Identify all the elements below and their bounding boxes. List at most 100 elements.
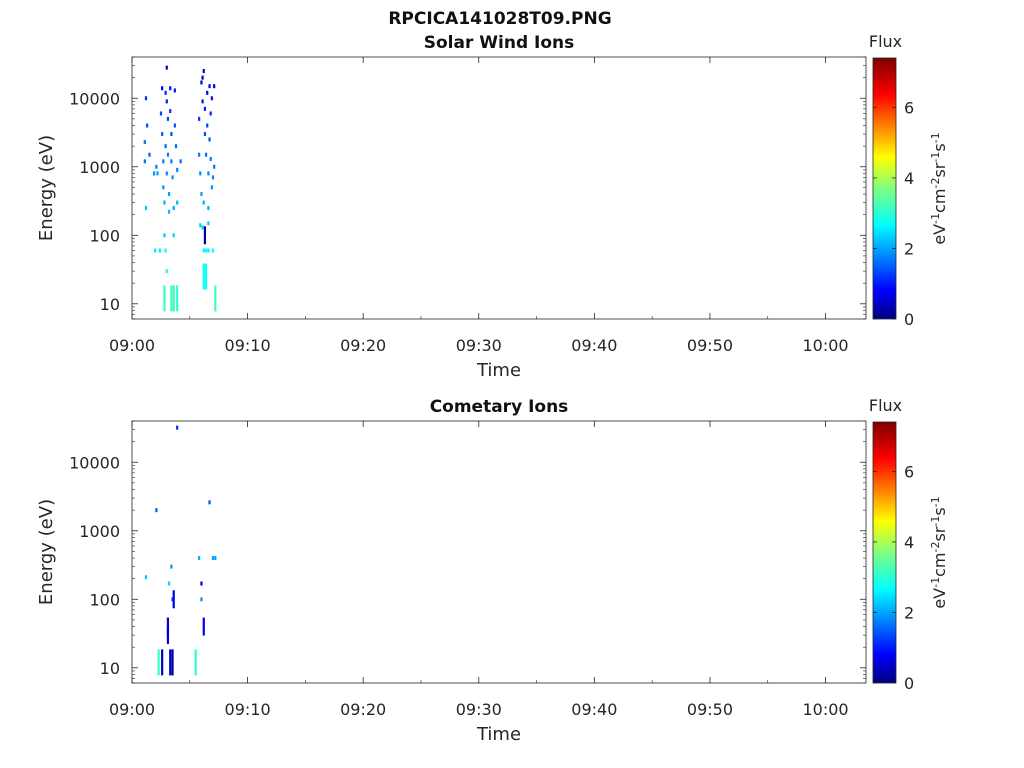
heatmap-cell [202,617,205,636]
heatmap-cell [203,132,207,137]
heatmap-cell [210,96,213,101]
heatmap-cell [199,223,202,228]
colorbar-tick-label: 4 [904,533,914,552]
heatmap-cell [203,106,207,111]
heatmap-cell [155,508,158,513]
heatmap-cells [143,65,217,312]
x-tick-label: 10:00 [802,336,848,355]
heatmap-cell [211,248,215,253]
colorbar-unit-part: cm [930,553,949,577]
heatmap-cell [172,206,175,211]
colorbar-tick-label: 0 [904,674,914,693]
x-tick-label: 09:00 [109,336,155,355]
heatmap-cell [200,581,203,586]
x-tick-label: 09:30 [456,700,502,719]
plot-frame [131,420,867,684]
colorbar-unit-part: eV [930,224,949,245]
heatmap-cell [214,556,217,561]
heatmap-cell [161,132,164,137]
x-axis-label: Time [476,724,521,745]
heatmap-cell [208,137,211,142]
heatmap-cell [164,248,167,253]
heatmap-cells [144,425,217,676]
heatmap-cell [167,581,171,586]
heatmap-cell [146,123,149,128]
heatmap-cell [198,116,201,121]
heatmap-cell [167,192,171,197]
heatmap-cell [171,175,174,180]
heatmap-cell [207,206,210,211]
y-tick-label: 100 [89,590,120,609]
heatmap-cell [213,84,216,89]
heatmap-cell [176,425,179,430]
colorbar-tick-label: 2 [904,603,914,622]
colorbar-unit-part: eV [930,588,949,609]
colorbar-unit-part: -1 [929,132,942,143]
heatmap-cell [158,248,161,253]
colorbar [872,57,897,320]
x-tick-label: 09:50 [687,700,733,719]
heatmap-cell [211,175,215,180]
heatmap-cell [174,144,178,149]
x-tick-label: 09:30 [456,336,502,355]
colorbar-unit-part: s [930,143,949,151]
colorbar-unit-label: eV-1cm-2sr-1s-1 [929,132,950,244]
heatmap-cell [194,649,197,676]
x-tick-label: 09:00 [109,700,155,719]
x-tick-label: 09:40 [571,700,617,719]
heatmap-cell [163,200,166,205]
colorbar-title: Flux [869,32,902,51]
heatmap-cell [214,285,217,312]
heatmap-cell [169,109,172,114]
heatmap-cell [165,99,168,104]
heatmap-cell [176,200,179,205]
colorbar-unit-part: -1 [929,496,942,507]
heatmap-cell [200,192,203,197]
heatmap-cell [179,159,182,164]
heatmap-cell [201,99,204,104]
x-tick-label: 10:00 [802,700,848,719]
heatmap-cell [161,649,164,676]
panel-title: Cometary Ions [430,397,569,417]
colorbar-unit-part: -1 [929,516,942,527]
colorbar-title: Flux [869,396,902,415]
figure-title: RPCICA141028T09.PNG [388,9,611,29]
x-tick-label: 09:10 [225,700,271,719]
plot-frame [131,56,867,320]
heatmap-cell [200,80,203,85]
colorbar-tick-label: 0 [904,310,914,329]
heatmap-cell [163,285,166,312]
heatmap-cell [159,111,163,116]
colorbar-tick-label: 6 [904,462,914,481]
heatmap-cell [144,575,148,580]
heatmap-cell [154,248,157,253]
y-tick-label: 1000 [79,522,120,541]
colorbar-tick-label: 4 [904,169,914,188]
heatmap-cell [171,649,174,676]
y-axis-label: Energy (eV) [36,499,57,605]
heatmap-cell [203,226,207,245]
x-tick-label: 09:20 [340,700,386,719]
heatmap-cell [155,164,158,169]
heatmap-cell [161,86,164,91]
colorbar-unit-part: -1 [929,152,942,163]
heatmap-cell [206,123,209,128]
heatmap-cell [162,159,165,164]
heatmap-cell [207,248,210,253]
x-tick-label: 09:20 [340,336,386,355]
heatmap-cell [152,171,156,176]
heatmap-cell [169,649,172,676]
heatmap-cell [209,156,212,161]
heatmap-cell [170,285,173,312]
colorbar-tick-label: 2 [904,239,914,258]
colorbar-unit-part: -2 [929,542,942,553]
heatmap-cell [211,556,215,561]
heatmap-cell [167,209,171,214]
heatmap-cell [164,144,167,149]
heatmap-cell [201,75,204,80]
colorbar-unit-part: sr [930,526,949,541]
heatmap-cell [176,167,179,172]
heatmap-cell [202,68,205,73]
x-tick-label: 09:10 [225,336,271,355]
heatmap-cell [171,597,174,602]
